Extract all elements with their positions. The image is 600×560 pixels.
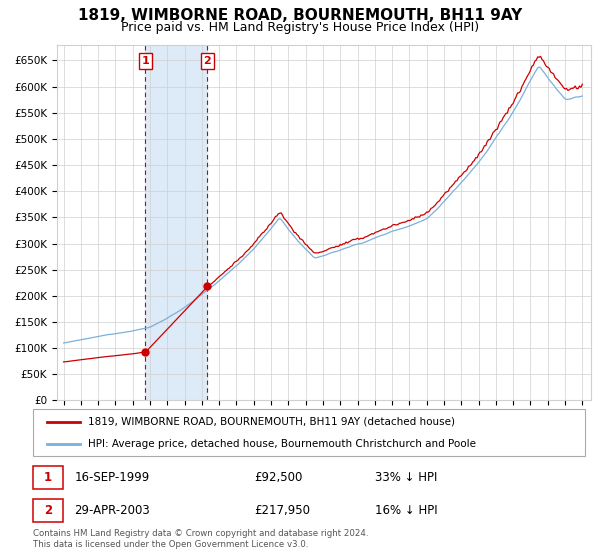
Text: £217,950: £217,950 [254,504,310,517]
Text: 29-APR-2003: 29-APR-2003 [74,504,150,517]
Text: 2: 2 [44,504,52,517]
Text: 1: 1 [142,56,149,66]
Text: 1819, WIMBORNE ROAD, BOURNEMOUTH, BH11 9AY (detached house): 1819, WIMBORNE ROAD, BOURNEMOUTH, BH11 9… [88,417,455,427]
Text: 16-SEP-1999: 16-SEP-1999 [74,471,149,484]
Text: £92,500: £92,500 [254,471,302,484]
Text: Contains HM Land Registry data © Crown copyright and database right 2024.
This d: Contains HM Land Registry data © Crown c… [33,529,368,549]
Text: 1: 1 [44,471,52,484]
Bar [33,466,64,489]
Text: Price paid vs. HM Land Registry's House Price Index (HPI): Price paid vs. HM Land Registry's House … [121,21,479,34]
Bar [33,499,64,522]
Bar [145,45,208,400]
Text: 16% ↓ HPI: 16% ↓ HPI [375,504,438,517]
Text: 2: 2 [203,56,211,66]
Text: 1819, WIMBORNE ROAD, BOURNEMOUTH, BH11 9AY: 1819, WIMBORNE ROAD, BOURNEMOUTH, BH11 9… [78,8,522,24]
Text: 33% ↓ HPI: 33% ↓ HPI [375,471,437,484]
Text: HPI: Average price, detached house, Bournemouth Christchurch and Poole: HPI: Average price, detached house, Bour… [88,438,476,449]
